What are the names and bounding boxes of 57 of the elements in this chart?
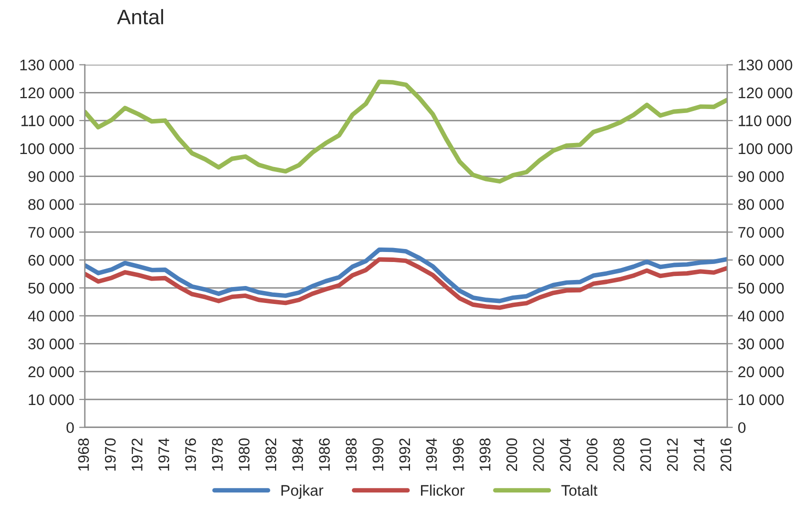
x-tick-label: 2002 — [533, 438, 544, 471]
x-tick-label: 2016 — [720, 438, 732, 471]
y-tick-label: 20 000 — [28, 366, 74, 378]
y2-tick-label: 80 000 — [738, 199, 784, 210]
y2-tick-label: 40 000 — [738, 310, 784, 322]
y2-tick-label: 0 — [738, 422, 746, 434]
x-tick-label: 1978 — [212, 438, 223, 471]
x-tick-label: 1984 — [292, 438, 304, 471]
y-tick-label: 30 000 — [28, 338, 74, 350]
x-tick-label: 1998 — [480, 438, 490, 471]
y2-tick-label: 30 000 — [738, 338, 784, 350]
x-tick-label: 1990 — [372, 438, 384, 471]
y-tick-label: 10 000 — [28, 394, 74, 406]
x-tick-label: 1982 — [265, 438, 276, 471]
y2-tick-label: 110 000 — [738, 115, 792, 126]
y-tick-label: 80 000 — [28, 199, 74, 210]
x-tick-label: 2008 — [613, 438, 624, 471]
x-tick-label: 2006 — [586, 438, 598, 471]
legend-label: Pojkar — [281, 484, 324, 499]
x-tick-label: 1996 — [452, 438, 464, 471]
y-tick-label: 90 000 — [28, 171, 74, 182]
y-tick-label: 40 000 — [28, 310, 74, 322]
y2-tick-label: 90 000 — [738, 171, 784, 182]
y2-tick-label: 10 000 — [738, 394, 784, 406]
x-tick-label: 2010 — [640, 438, 652, 471]
x-tick-label: 2004 — [560, 438, 571, 471]
y2-tick-label: 50 000 — [738, 282, 784, 294]
y-tick-label: 70 000 — [28, 226, 74, 238]
x-tick-label: 2000 — [506, 438, 518, 471]
x-tick-label: 1988 — [346, 438, 357, 471]
x-tick-label: 1994 — [426, 438, 437, 471]
x-tick-label: 2014 — [694, 438, 705, 471]
y2-tick-label: 120 000 — [738, 88, 792, 98]
y2-tick-label: 20 000 — [738, 366, 784, 378]
y-tick-label: 0 — [66, 422, 74, 434]
y2-tick-label: 100 000 — [738, 143, 792, 154]
y-tick-label: 120 000 — [20, 88, 74, 98]
x-tick-label: 1976 — [185, 438, 196, 471]
x-tick-label: 1992 — [399, 438, 410, 471]
x-tick-label: 1986 — [319, 438, 330, 471]
y2-tick-label: 60 000 — [738, 254, 784, 266]
y2-tick-label: 70 000 — [738, 226, 784, 238]
x-tick-label: 1970 — [104, 438, 116, 471]
x-tick-label: 1972 — [132, 438, 142, 471]
legend-label: Totalt — [561, 484, 598, 496]
y-tick-label: 110 000 — [21, 115, 74, 126]
y-axis-title: Antal — [117, 9, 164, 24]
y-tick-label: 100 000 — [20, 143, 74, 154]
legend-label: Flickor — [421, 484, 465, 496]
y-tick-label: 60 000 — [28, 254, 74, 266]
x-tick-label: 1980 — [238, 438, 250, 471]
x-tick-label: 2012 — [666, 438, 678, 471]
x-tick-label: 1968 — [78, 438, 89, 471]
y2-tick-label: 130 000 — [738, 60, 792, 70]
y-tick-label: 130 000 — [20, 60, 74, 70]
y-tick-label: 50 000 — [28, 282, 74, 294]
x-tick-label: 1974 — [158, 438, 170, 471]
